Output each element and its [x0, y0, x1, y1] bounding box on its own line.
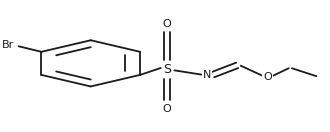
- Text: O: O: [263, 72, 272, 82]
- Text: S: S: [163, 63, 171, 76]
- Text: Br: Br: [2, 40, 15, 50]
- Text: O: O: [163, 104, 172, 114]
- Text: N: N: [203, 70, 212, 80]
- Text: O: O: [163, 19, 172, 29]
